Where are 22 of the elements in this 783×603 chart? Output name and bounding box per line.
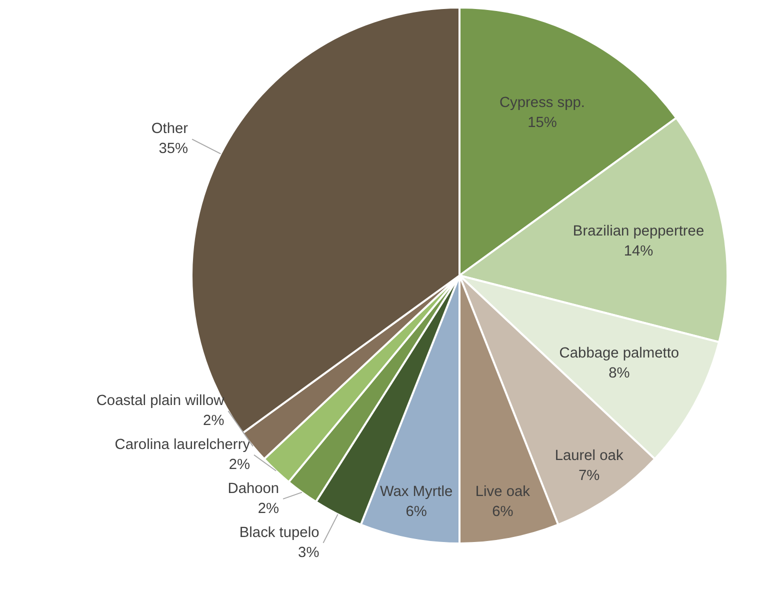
slice-label: Cypress spp.: [499, 95, 586, 112]
data-label: 3%: [298, 544, 320, 561]
data-label: 6%: [492, 504, 514, 520]
data-label: 15%: [528, 115, 557, 132]
slice-label: Cabbage palmetto: [559, 345, 680, 362]
slice-label: Wax Myrtle: [380, 484, 453, 500]
slice-label: Brazilian peppertree: [572, 223, 704, 240]
data-label: 2%: [203, 412, 224, 429]
slice-label: Dahoon: [228, 480, 280, 497]
data-label: 6%: [406, 504, 427, 520]
slice-label: Carolina laurelcherry: [114, 436, 251, 453]
slice-label: Black tupelo: [239, 524, 320, 541]
slice-label: Coastal plain willow: [96, 392, 225, 409]
slice-label: Live oak: [475, 484, 531, 500]
data-label: 14%: [624, 243, 654, 260]
data-label: 2%: [258, 500, 280, 517]
data-label: 7%: [578, 468, 600, 484]
data-label: 35%: [158, 141, 188, 158]
slice-label: Laurel oak: [554, 448, 624, 464]
data-label: 2%: [228, 456, 250, 473]
slice-label: Other: [151, 121, 188, 138]
data-label: 8%: [608, 365, 630, 382]
